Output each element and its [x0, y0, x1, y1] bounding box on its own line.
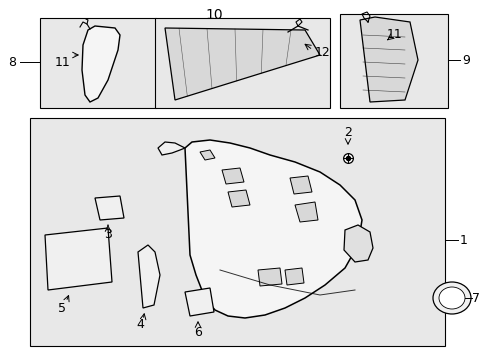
Polygon shape	[343, 225, 372, 262]
Bar	[339, 14, 447, 108]
Polygon shape	[45, 228, 112, 290]
Polygon shape	[138, 245, 160, 308]
Polygon shape	[294, 202, 317, 222]
Polygon shape	[158, 142, 184, 155]
Text: 4: 4	[136, 319, 143, 332]
Polygon shape	[82, 26, 120, 102]
Polygon shape	[359, 17, 417, 102]
Text: 12: 12	[314, 45, 330, 58]
Polygon shape	[289, 176, 311, 194]
Polygon shape	[285, 268, 304, 285]
Polygon shape	[164, 28, 319, 100]
Text: 6: 6	[194, 325, 202, 338]
Text: 9: 9	[461, 54, 469, 67]
Polygon shape	[184, 140, 361, 318]
Ellipse shape	[438, 287, 464, 309]
Text: 7: 7	[471, 292, 479, 305]
Polygon shape	[222, 168, 244, 184]
Text: 11: 11	[55, 55, 71, 68]
Bar	[30, 118, 444, 346]
Text: 3: 3	[104, 229, 112, 242]
Ellipse shape	[432, 282, 470, 314]
Text: 8: 8	[8, 55, 16, 68]
Text: 1: 1	[459, 234, 467, 247]
Text: 10: 10	[205, 8, 223, 22]
Polygon shape	[184, 288, 214, 316]
Text: 5: 5	[58, 302, 66, 315]
Bar	[40, 18, 156, 108]
Text: 2: 2	[344, 126, 351, 139]
Bar	[155, 18, 329, 108]
Polygon shape	[227, 190, 249, 207]
Polygon shape	[258, 268, 282, 286]
Text: 11: 11	[386, 28, 402, 41]
Polygon shape	[200, 150, 215, 160]
Polygon shape	[95, 196, 124, 220]
